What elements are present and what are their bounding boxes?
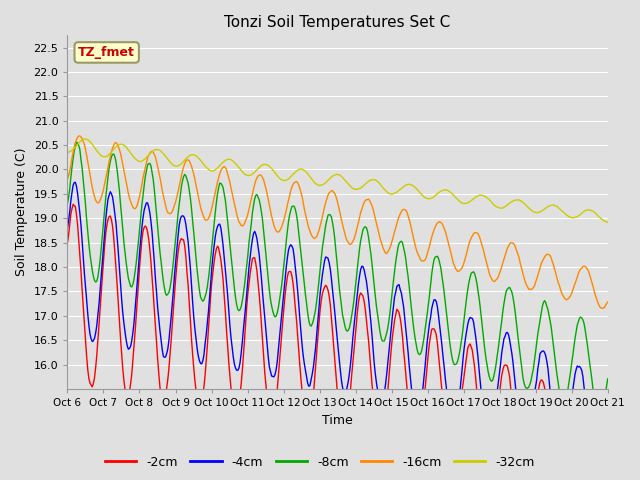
Legend: -2cm, -4cm, -8cm, -16cm, -32cm: -2cm, -4cm, -8cm, -16cm, -32cm [100,451,540,474]
Text: TZ_fmet: TZ_fmet [78,46,135,59]
Y-axis label: Soil Temperature (C): Soil Temperature (C) [15,148,28,276]
X-axis label: Time: Time [322,414,353,427]
Title: Tonzi Soil Temperatures Set C: Tonzi Soil Temperatures Set C [225,15,451,30]
